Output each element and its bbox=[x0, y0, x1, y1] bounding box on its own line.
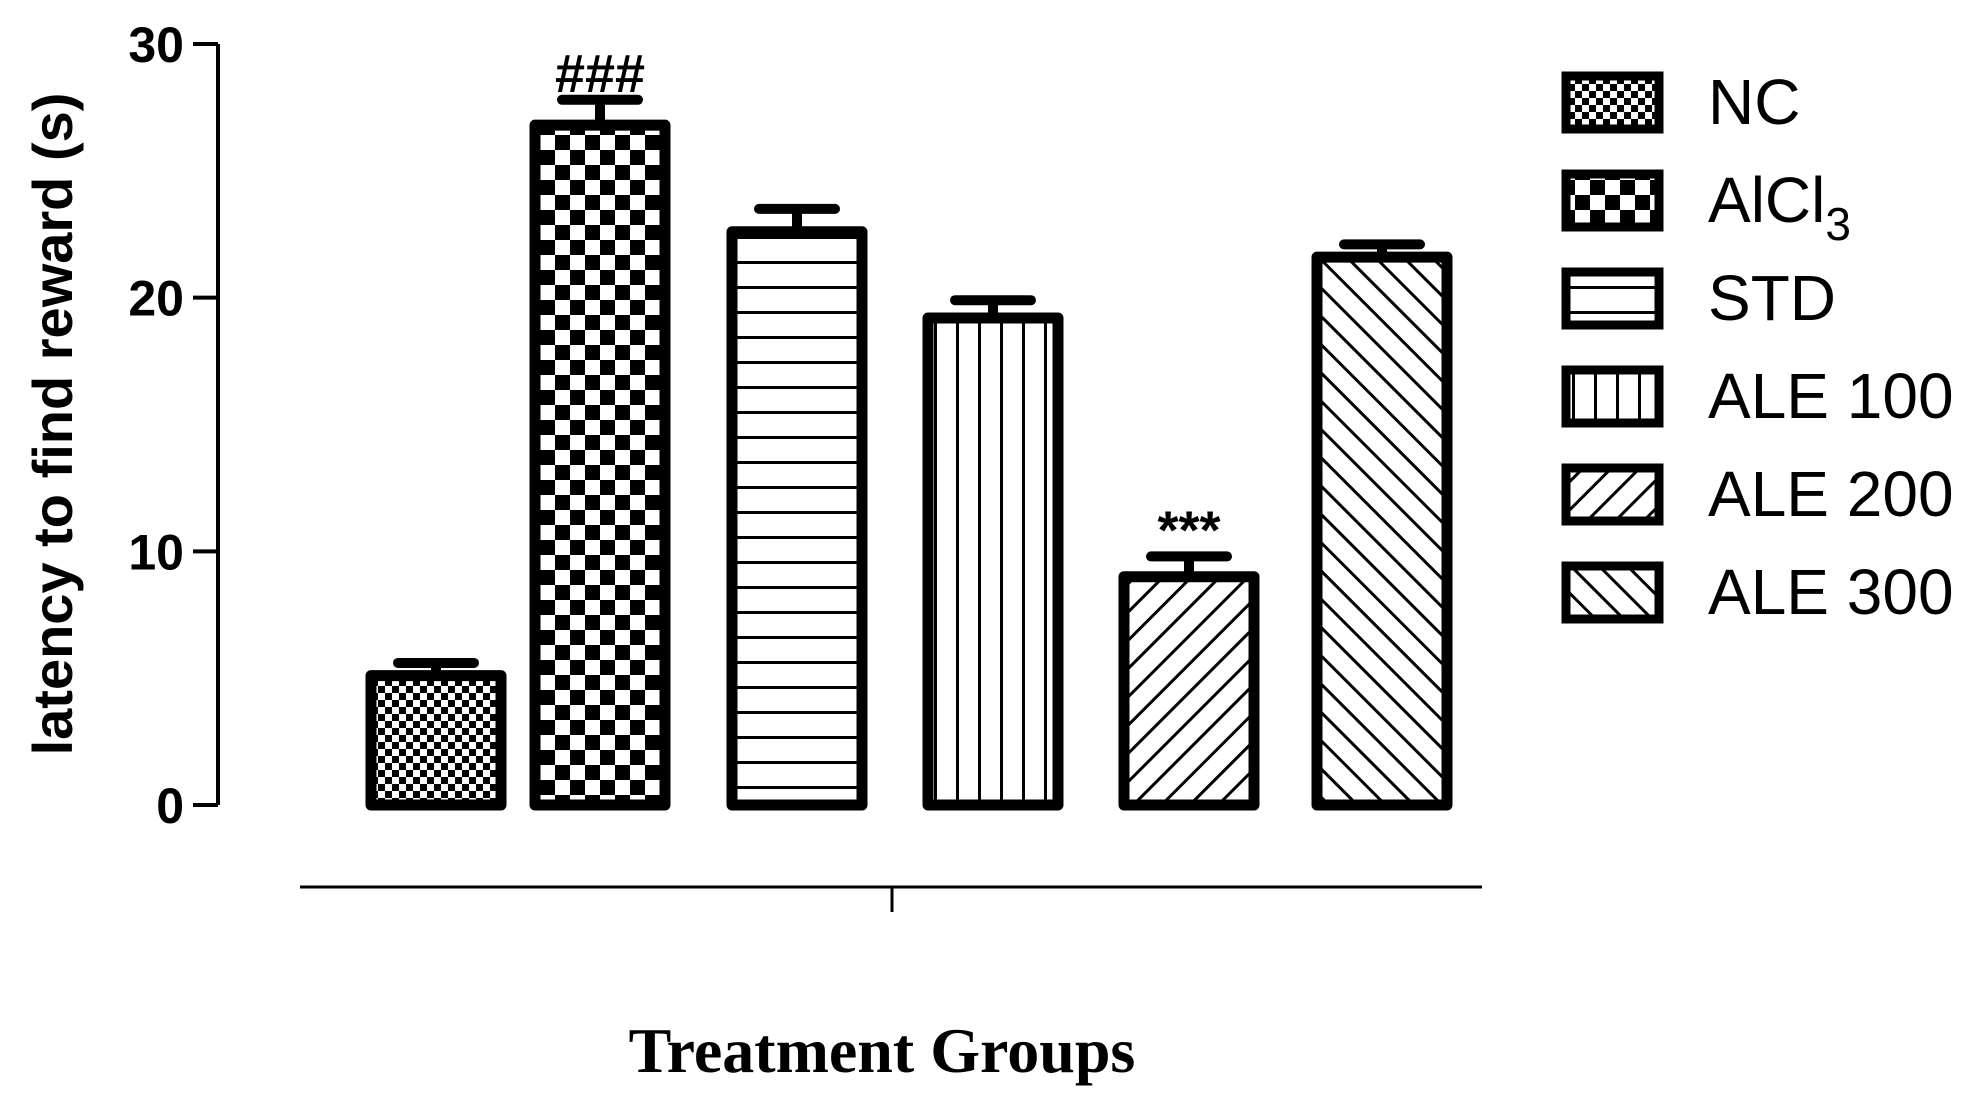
bar-std bbox=[726, 226, 868, 811]
error-bars bbox=[393, 94, 1425, 676]
legend-label: STD bbox=[1708, 262, 1836, 334]
bar-nc bbox=[365, 670, 507, 811]
bar-alcl3 bbox=[529, 119, 671, 811]
legend-label: ALE 100 bbox=[1708, 360, 1954, 432]
y-tick-label: 20 bbox=[128, 271, 184, 327]
significance-marker: *** bbox=[1157, 500, 1220, 560]
legend-label-text: ALE 100 bbox=[1708, 360, 1954, 432]
legend-label: ALE 300 bbox=[1708, 556, 1954, 628]
legend-swatch bbox=[1561, 267, 1664, 330]
y-tick-label: 0 bbox=[156, 778, 184, 834]
legend-label: NC bbox=[1708, 66, 1800, 138]
y-tick-label: 10 bbox=[128, 524, 184, 580]
legend-swatch bbox=[1561, 365, 1664, 428]
significance-marker: ### bbox=[555, 44, 645, 104]
legend-label: ALE 200 bbox=[1708, 458, 1954, 530]
bar-ale-300 bbox=[1311, 251, 1453, 811]
y-tick-label: 30 bbox=[128, 17, 184, 73]
legend-label: AlCl3 bbox=[1708, 164, 1851, 250]
y-axis: 0 10 20 30 bbox=[128, 17, 220, 834]
significance-annotations: ### *** bbox=[555, 44, 1221, 561]
y-axis-title: latency to find reward (s) bbox=[21, 93, 84, 756]
bars bbox=[365, 119, 1453, 811]
legend: NC AlCl3 STD ALE 100 ALE 200 ALE 300 bbox=[1561, 66, 1954, 628]
legend-label-text: AlCl bbox=[1708, 164, 1825, 236]
bar-ale-100 bbox=[922, 312, 1064, 811]
legend-label-text: ALE 300 bbox=[1708, 556, 1954, 628]
bar-ale-200 bbox=[1118, 571, 1260, 811]
legend-swatch bbox=[1561, 463, 1664, 526]
legend-swatch bbox=[1561, 71, 1664, 134]
legend-swatch bbox=[1561, 169, 1664, 232]
legend-label-text: NC bbox=[1708, 66, 1800, 138]
legend-label-text: STD bbox=[1708, 262, 1836, 334]
legend-swatch bbox=[1561, 561, 1664, 624]
x-axis bbox=[300, 885, 1482, 912]
legend-label-text: ALE 200 bbox=[1708, 458, 1954, 530]
x-axis-title: Treatment Groups bbox=[629, 1015, 1136, 1086]
legend-label-subscript: 3 bbox=[1825, 198, 1851, 250]
